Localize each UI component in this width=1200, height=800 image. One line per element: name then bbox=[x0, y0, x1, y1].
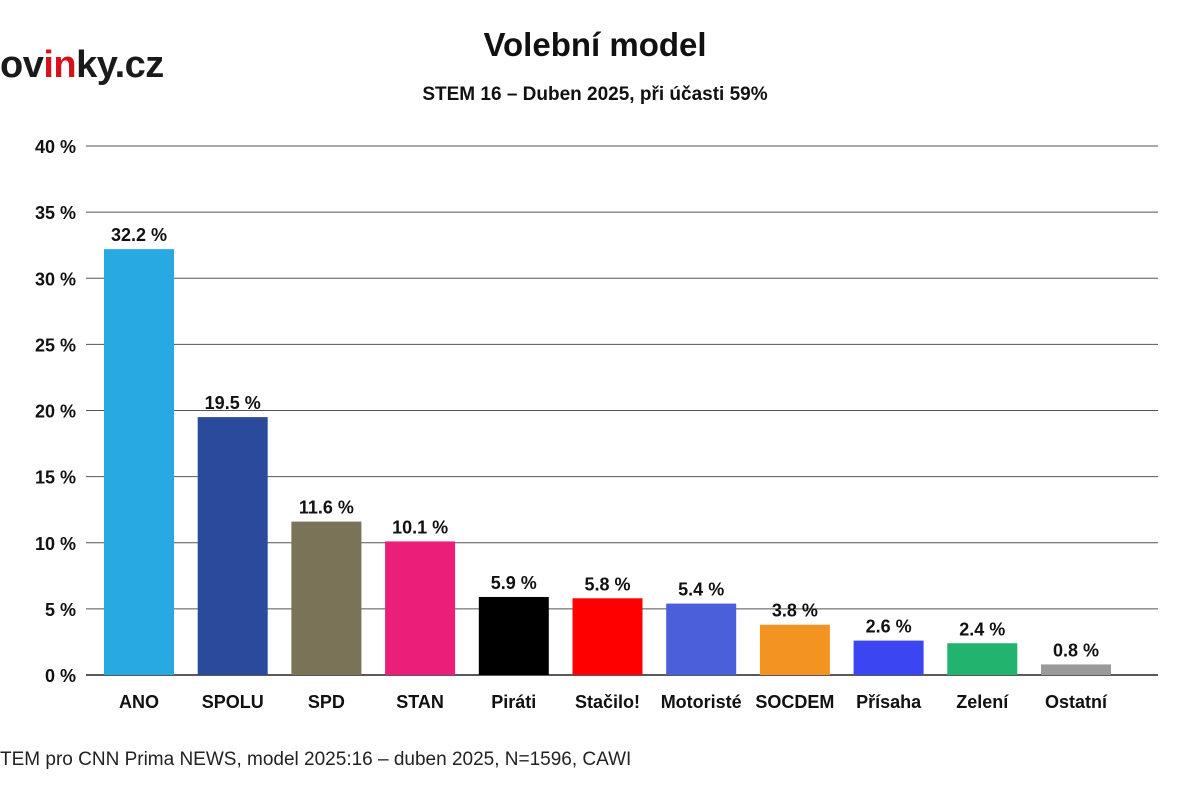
x-axis-ticks: ANO SPOLU SPD STAN Piráti Stačilo! Motoristé SO… bbox=[119, 692, 1108, 712]
x-tick-label: Přísaha bbox=[856, 692, 922, 712]
bar bbox=[104, 249, 174, 675]
x-tick-label: ANO bbox=[119, 692, 159, 712]
value-label: 3.8 % bbox=[772, 601, 818, 621]
value-labels: 32.2 % 19.5 % 11.6 % 10.1 % 5.9 % 5.8 % 5.4 % 3… bbox=[111, 225, 1099, 660]
source-note: TEM pro CNN Prima NEWS, model 2025:16 – … bbox=[0, 749, 632, 770]
bar bbox=[1041, 664, 1111, 675]
chart-subtitle: STEM 16 – Duben 2025, při účasti 59% bbox=[422, 84, 768, 105]
y-tick-label: 30 % bbox=[35, 269, 76, 289]
site-logo[interactable]: ovinky.cz bbox=[0, 44, 164, 87]
y-tick-label: 40 % bbox=[35, 137, 76, 157]
value-label: 2.4 % bbox=[959, 619, 1005, 639]
value-label: 5.4 % bbox=[678, 580, 724, 600]
value-label: 19.5 % bbox=[205, 393, 261, 413]
bar bbox=[197, 417, 268, 675]
y-tick-label: 25 % bbox=[35, 335, 76, 355]
y-tick-label: 5 % bbox=[45, 600, 76, 620]
value-label: 10.1 % bbox=[392, 517, 448, 537]
x-tick-label: Zelení bbox=[956, 692, 1009, 712]
bar bbox=[666, 603, 737, 675]
x-tick-label: Stačilo! bbox=[575, 692, 640, 712]
bar bbox=[572, 598, 643, 675]
bar bbox=[759, 624, 830, 675]
value-label: 5.8 % bbox=[584, 574, 630, 594]
y-tick-label: 20 % bbox=[35, 402, 76, 422]
bar bbox=[947, 643, 1018, 675]
value-label: 11.6 % bbox=[299, 498, 354, 518]
bar bbox=[478, 596, 549, 675]
x-tick-label: SOCDEM bbox=[755, 692, 834, 712]
logo-text-end: ky.cz bbox=[76, 44, 164, 86]
x-tick-label: SPD bbox=[308, 692, 345, 712]
x-tick-label: Motoristé bbox=[661, 692, 742, 712]
logo-text-start: ov bbox=[0, 44, 44, 86]
y-tick-label: 10 % bbox=[35, 534, 76, 554]
x-tick-label: Ostatní bbox=[1045, 692, 1108, 712]
bars bbox=[104, 249, 1111, 675]
x-tick-label: SPOLU bbox=[202, 692, 264, 712]
x-tick-label: Piráti bbox=[491, 692, 536, 712]
bar bbox=[291, 521, 362, 675]
value-label: 32.2 % bbox=[111, 225, 167, 245]
value-label: 2.6 % bbox=[866, 617, 912, 637]
logo-text-accent: in bbox=[43, 44, 77, 86]
x-tick-label: STAN bbox=[396, 692, 444, 712]
value-label: 0.8 % bbox=[1053, 640, 1099, 660]
y-tick-label: 15 % bbox=[35, 468, 76, 488]
y-tick-label: 0 % bbox=[45, 666, 76, 686]
value-label: 5.9 % bbox=[491, 573, 537, 593]
chart-title: Volební model bbox=[483, 26, 707, 63]
bar bbox=[853, 640, 924, 675]
y-tick-label: 35 % bbox=[35, 203, 76, 223]
bar bbox=[385, 541, 456, 675]
y-axis-ticks: 0 % 5 % 10 % 15 % 20 % 25 % 30 % 35 % 40 % bbox=[35, 137, 76, 686]
